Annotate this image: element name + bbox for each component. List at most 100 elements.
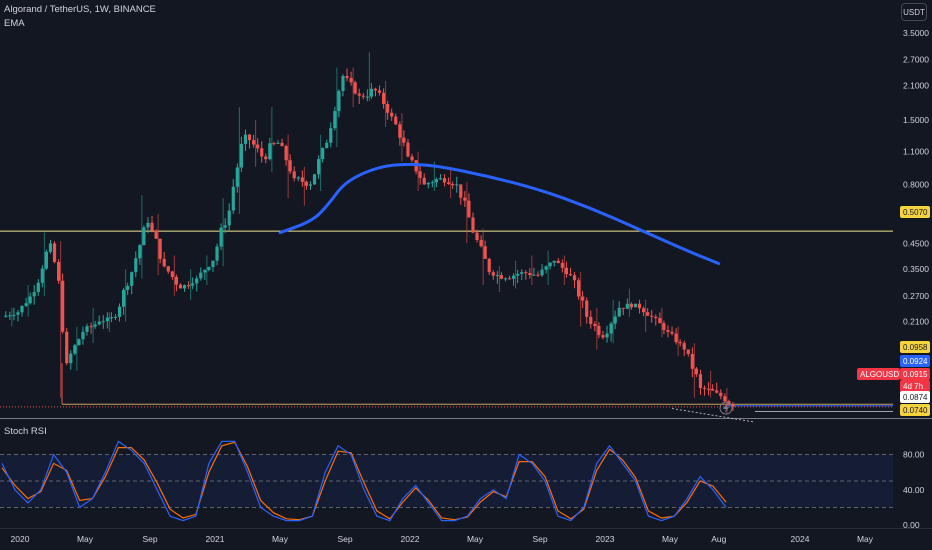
time-tick-label: Aug (711, 534, 726, 544)
candle (532, 274, 536, 276)
candle (308, 184, 313, 186)
candle (605, 333, 609, 338)
candle (463, 197, 467, 201)
candle (52, 243, 57, 262)
stoch-tick-label: 40.00 (903, 485, 925, 495)
price-badge-text: 0.0915 (903, 370, 928, 379)
candle (394, 116, 398, 125)
candle (402, 137, 406, 143)
price-tick-label: 1.5000 (903, 115, 929, 125)
candle (341, 76, 345, 92)
candle (223, 225, 227, 228)
candle (625, 303, 629, 309)
candle (243, 134, 248, 144)
candle (325, 142, 329, 149)
candle (491, 272, 495, 276)
candle (109, 317, 114, 319)
candle (28, 296, 32, 304)
candle (715, 390, 719, 393)
candle (650, 315, 654, 317)
candle (69, 353, 73, 364)
candle (438, 178, 443, 180)
candle (73, 345, 77, 354)
stoch-rsi-label[interactable]: Stoch RSI (4, 426, 47, 437)
candle (101, 321, 105, 323)
candle (694, 368, 699, 375)
candle (276, 142, 280, 144)
price-tick-label: 0.4500 (903, 238, 929, 248)
candle (93, 324, 97, 327)
candle (134, 258, 138, 273)
candle (357, 93, 361, 96)
candle (97, 321, 101, 325)
candle (227, 210, 231, 226)
price-badge: 0.0874 (900, 391, 930, 403)
candle (239, 143, 244, 168)
candle (613, 316, 617, 324)
time-tick-label: May (857, 534, 874, 544)
candle (77, 339, 81, 346)
chart-title: Algorand / TetherUS, 1W, BINANCE (4, 4, 156, 15)
candle (353, 82, 357, 94)
candle (637, 303, 642, 309)
candle (568, 274, 573, 276)
time-tick-label: May (662, 534, 679, 544)
candle (540, 269, 544, 276)
candle (646, 312, 650, 316)
price-badge-text: 0.0958 (903, 343, 928, 352)
candle (207, 267, 211, 270)
candle (633, 303, 638, 308)
candle (711, 389, 715, 391)
candle (16, 312, 20, 315)
candle (629, 303, 634, 308)
candle (418, 171, 422, 178)
candle (666, 329, 670, 332)
candle (215, 246, 219, 261)
candle (174, 276, 179, 285)
price-badge: 0.0915 (900, 368, 930, 380)
candle (621, 307, 625, 309)
candle (528, 273, 532, 276)
candle (56, 261, 61, 281)
candle (483, 246, 487, 259)
candle (170, 271, 174, 277)
candle (702, 387, 707, 389)
stoch-d-line (1, 441, 727, 521)
candle (499, 275, 504, 279)
candle (288, 160, 292, 172)
candle (219, 227, 223, 247)
price-tick-label: 1.1000 (903, 147, 929, 157)
candle (20, 305, 24, 313)
candle (552, 260, 556, 263)
candle (430, 182, 434, 184)
price-badge: 0.0740 (900, 404, 930, 416)
candle (32, 292, 36, 297)
candle (731, 404, 735, 407)
candle (81, 331, 85, 340)
candle (422, 177, 426, 185)
candle (585, 300, 589, 317)
price-badge-text: 0.0740 (903, 406, 928, 415)
candle (617, 307, 621, 317)
candle (365, 96, 369, 98)
candle (698, 374, 703, 388)
candle (479, 240, 483, 247)
candle (593, 323, 597, 326)
candle (349, 78, 353, 83)
candle (199, 272, 203, 279)
price-badge: 4d 7h (900, 380, 930, 392)
ema-line (278, 162, 721, 265)
candle (398, 124, 402, 138)
candles-group (4, 52, 735, 414)
candle (117, 306, 122, 317)
ema-indicator-label[interactable]: EMA (4, 18, 25, 29)
candle (329, 128, 333, 143)
candle (601, 335, 605, 338)
currency-button[interactable]: USDT (901, 3, 927, 21)
time-tick-label: 2023 (596, 534, 615, 544)
price-tick-label: 0.2700 (903, 291, 929, 301)
candle (548, 262, 552, 267)
candle (373, 88, 378, 91)
price-tick-label: 0.3500 (903, 264, 929, 274)
